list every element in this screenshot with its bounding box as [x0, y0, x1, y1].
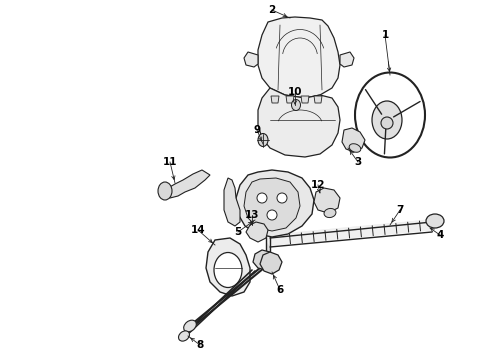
- Circle shape: [257, 193, 267, 203]
- Polygon shape: [258, 88, 340, 157]
- Polygon shape: [260, 252, 282, 274]
- Text: 6: 6: [276, 285, 284, 295]
- Text: 11: 11: [163, 157, 177, 167]
- Text: 5: 5: [234, 227, 242, 237]
- Ellipse shape: [292, 99, 300, 111]
- Circle shape: [267, 210, 277, 220]
- Text: 13: 13: [245, 210, 259, 220]
- Ellipse shape: [426, 214, 444, 228]
- Polygon shape: [236, 170, 314, 237]
- Ellipse shape: [258, 134, 268, 147]
- Polygon shape: [286, 96, 294, 103]
- Polygon shape: [244, 178, 300, 231]
- Polygon shape: [206, 238, 250, 296]
- Polygon shape: [253, 250, 275, 270]
- Polygon shape: [271, 96, 279, 103]
- Ellipse shape: [184, 320, 196, 332]
- Text: 14: 14: [191, 225, 205, 235]
- Ellipse shape: [355, 72, 425, 158]
- Ellipse shape: [349, 144, 361, 152]
- Text: 12: 12: [311, 180, 325, 190]
- Text: 10: 10: [288, 87, 302, 97]
- Text: 4: 4: [436, 230, 443, 240]
- Ellipse shape: [158, 182, 172, 200]
- Ellipse shape: [324, 208, 336, 217]
- Ellipse shape: [372, 101, 402, 139]
- Polygon shape: [314, 96, 322, 103]
- Circle shape: [381, 117, 393, 129]
- Text: 9: 9: [253, 125, 261, 135]
- Polygon shape: [224, 178, 240, 226]
- Text: 8: 8: [196, 340, 204, 350]
- Polygon shape: [314, 188, 340, 213]
- Polygon shape: [246, 222, 268, 242]
- Polygon shape: [165, 170, 210, 198]
- Ellipse shape: [178, 331, 190, 341]
- Text: 7: 7: [396, 205, 404, 215]
- Polygon shape: [342, 128, 365, 152]
- Text: 3: 3: [354, 157, 362, 167]
- Polygon shape: [340, 52, 354, 67]
- Text: 1: 1: [381, 30, 389, 40]
- Polygon shape: [244, 52, 258, 67]
- Ellipse shape: [214, 252, 242, 288]
- Polygon shape: [301, 96, 309, 103]
- Text: 2: 2: [269, 5, 275, 15]
- Circle shape: [277, 193, 287, 203]
- Polygon shape: [258, 17, 340, 98]
